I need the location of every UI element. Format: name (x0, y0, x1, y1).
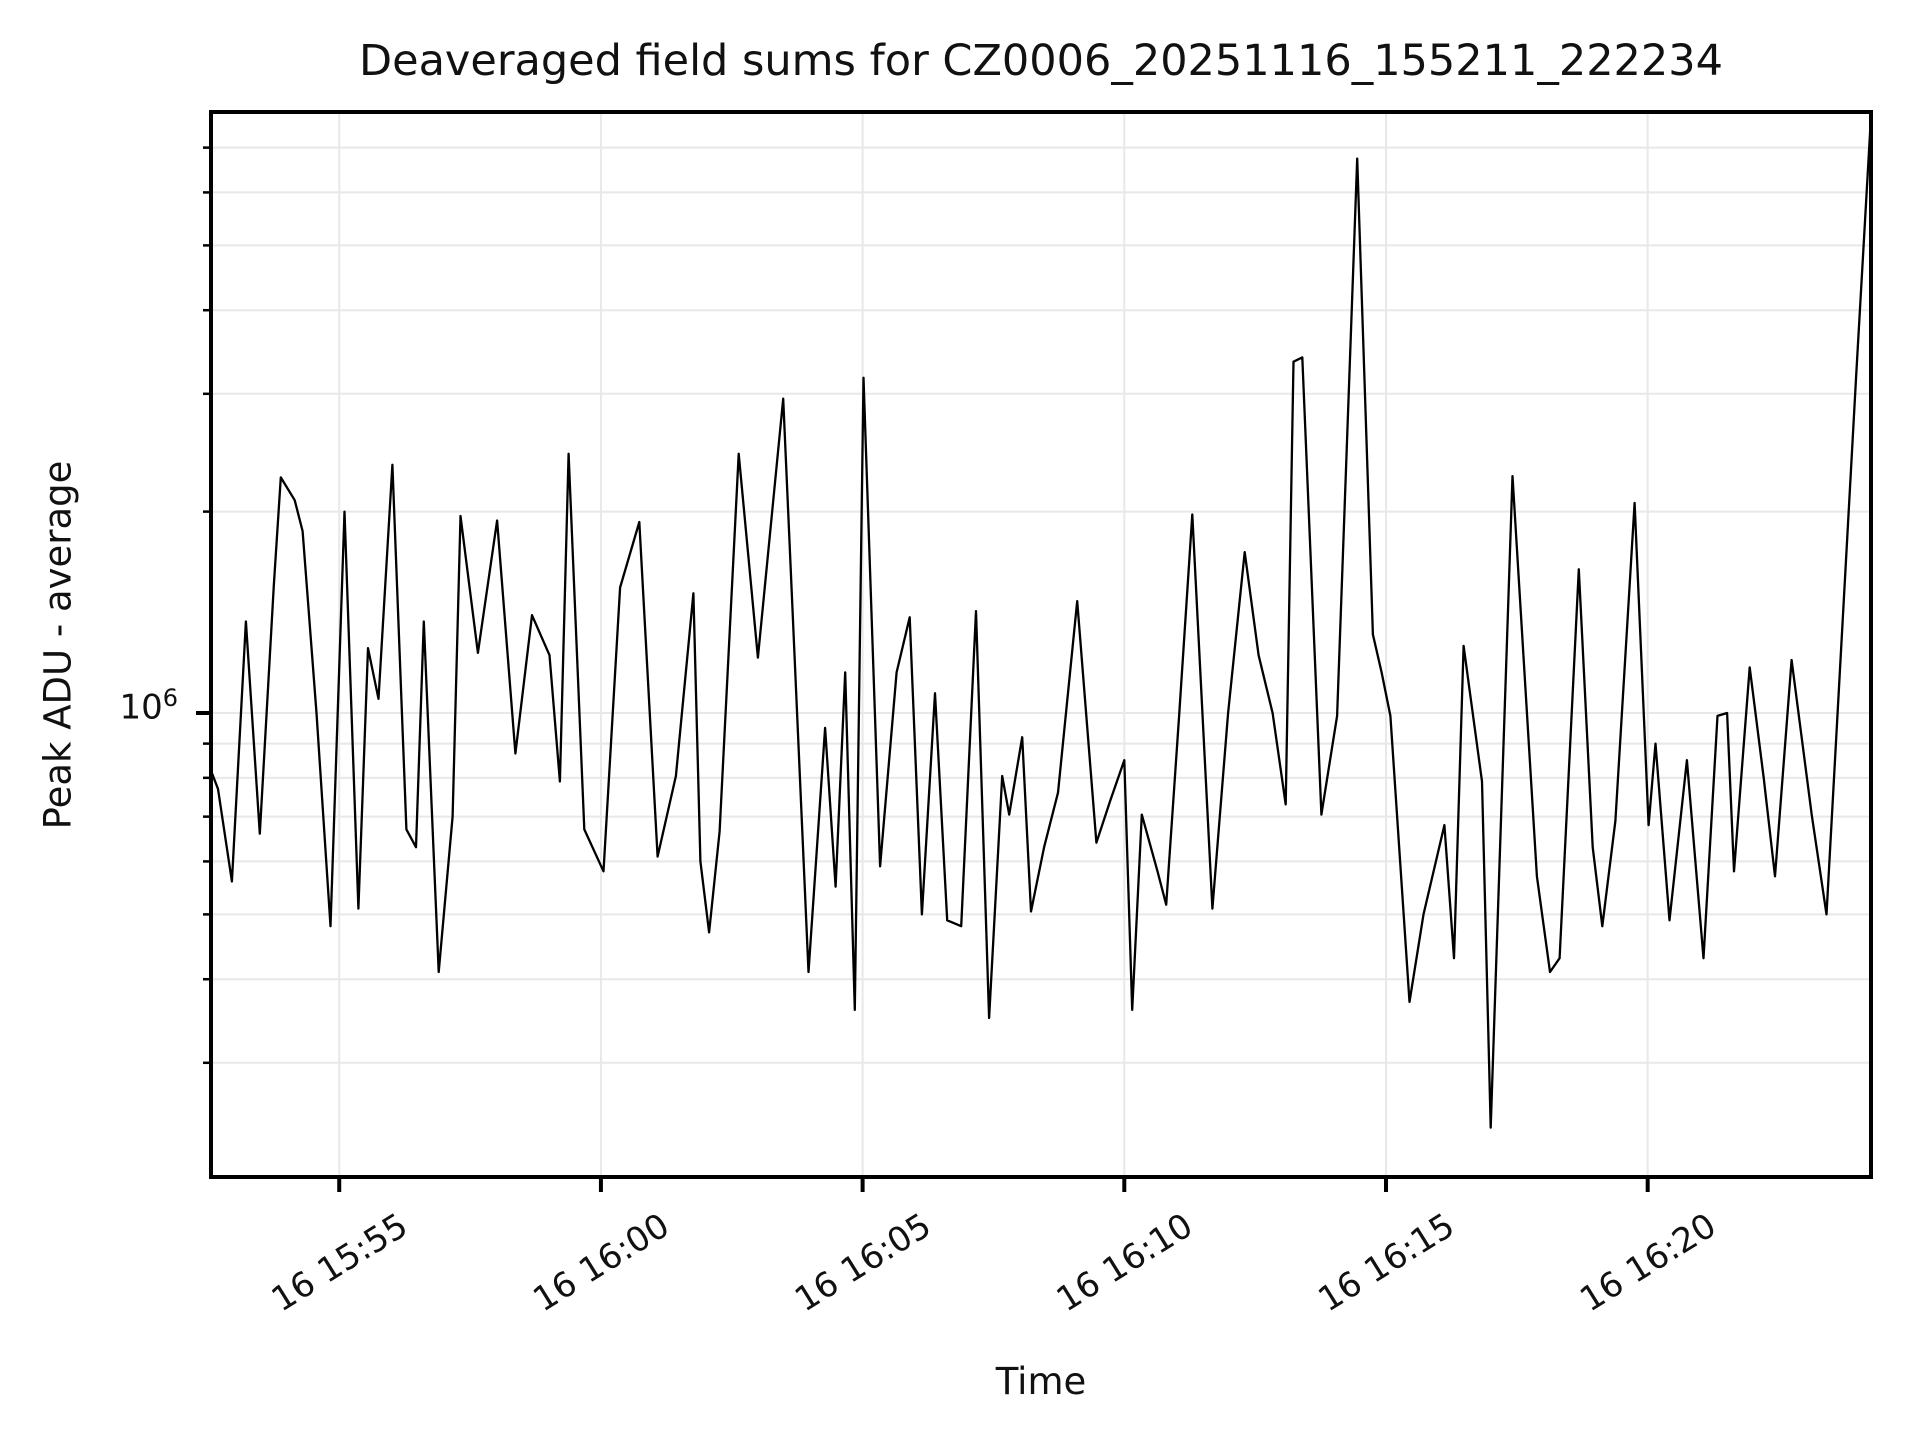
y-axis-title: Peak ADU - average (36, 460, 80, 830)
series-line (209, 115, 1873, 1129)
y-major-tick-base: 10 (119, 687, 163, 728)
y-major-tick-label: 106 (119, 684, 178, 727)
x-tick-label: 16 16:10 (1050, 1206, 1200, 1321)
axes-spines (209, 110, 1873, 1179)
x-tick-label: 16 16:15 (1311, 1206, 1461, 1321)
y-major-tick-exponent: 6 (162, 684, 178, 712)
x-tick-label: 16 16:20 (1573, 1206, 1723, 1321)
x-tick-label: 16 16:00 (526, 1206, 676, 1321)
x-tick-label: 16 16:05 (788, 1206, 938, 1321)
x-axis-title: Time (995, 1360, 1087, 1403)
x-tick-label: 16 15:55 (265, 1206, 415, 1321)
chart-title: Deaveraged field sums for CZ0006_2025111… (359, 36, 1723, 86)
